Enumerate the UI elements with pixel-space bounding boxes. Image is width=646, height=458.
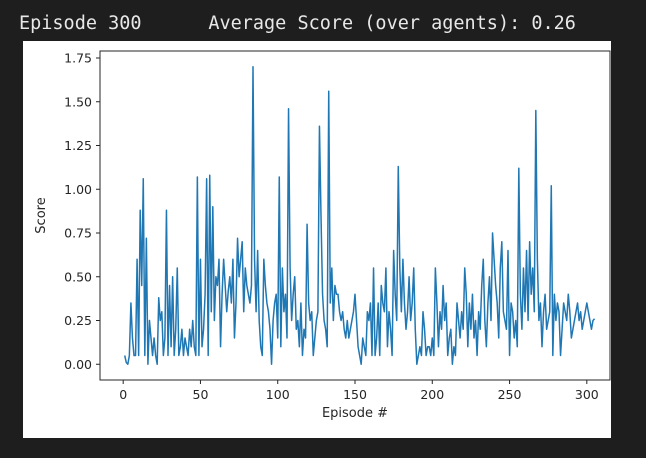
console-output-line: Episode 300 Average Score (over agents):… [0,0,646,40]
x-axis-label: Episode # [322,406,388,421]
x-tick-label: 0 [119,387,127,402]
axes [99,50,611,381]
y-axis-label: Score [34,197,49,233]
episode-counter: Episode 300 [19,13,142,34]
y-tick-label: 1.25 [64,138,92,153]
plot-area [123,66,596,365]
y-tick-label: 0.75 [64,226,92,241]
x-tick-label: 200 [420,387,444,402]
y-tick-label: 1.00 [64,182,92,197]
y-tick-label: 1.75 [64,51,92,66]
y-tick-label: 0.25 [64,313,92,328]
y-tick-label: 1.50 [64,94,92,109]
score-figure: 0 50 100 150 200 250 300 0.00 0.25 0.50 0.75 1.00 1.… [23,41,611,438]
x-tick-label: 250 [498,387,522,402]
score-chart: 0 50 100 150 200 250 300 0.00 0.25 0.50 0.75 1.00 1.… [34,50,611,421]
x-tick-label: 50 [193,387,209,402]
axes-frame [99,50,611,381]
y-tick-label: 0.00 [64,357,92,372]
x-tick-label: 150 [343,387,367,402]
score-series-line [123,66,596,365]
x-tick-label: 300 [575,387,599,402]
ticks: 0 50 100 150 200 250 300 0.00 0.25 0.50 0.75 1.00 1.… [64,51,599,403]
y-tick-label: 0.50 [64,269,92,284]
x-tick-label: 100 [266,387,290,402]
average-score-text: Average Score (over agents): 0.26 [208,13,576,34]
